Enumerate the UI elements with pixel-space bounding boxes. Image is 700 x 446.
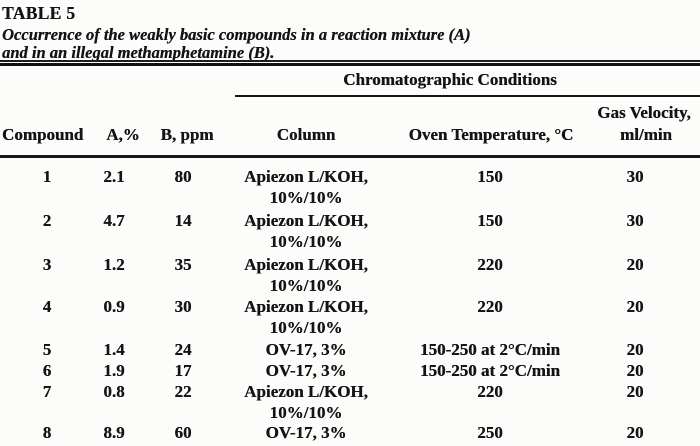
cell-b-ppm: 60: [174, 423, 192, 442]
cell-gas-velocity: 30: [626, 211, 644, 230]
cell-column: Apiezon L/KOH, 10%/10%: [222, 381, 390, 423]
table-row: 5 1.4 24 OV-17, 3% 150-250 at 2°C/min 20: [0, 339, 700, 360]
cell-compound: 3: [42, 255, 52, 274]
cell-gas-velocity: 20: [626, 297, 644, 316]
cell-gas-velocity: 20: [626, 340, 644, 359]
cell-oven-temperature: 220: [477, 382, 503, 401]
column-header-gas-velocity-line1: Gas Velocity,: [597, 103, 691, 122]
cell-oven-temperature: 150: [477, 211, 503, 230]
column-line-1: Apiezon L/KOH,: [244, 211, 368, 230]
cell-column: Apiezon L/KOH, 10%/10%: [222, 210, 390, 252]
table-caption: Occurrence of the weakly basic compounds…: [2, 26, 602, 62]
cell-b-ppm: 35: [174, 255, 192, 274]
caption-line-2: and in an illegal methamphetamine (B).: [2, 43, 275, 62]
cell-compound: 6: [42, 361, 52, 380]
cell-a-percent: 8.9: [103, 423, 125, 442]
cell-a-percent: 1.2: [103, 255, 125, 274]
column-line-1: OV-17, 3%: [265, 361, 347, 380]
cell-compound: 5: [42, 340, 52, 359]
cell-column: Apiezon L/KOH, 10%/10%: [222, 296, 390, 338]
column-line-2: 10%/10%: [269, 232, 343, 251]
cell-compound: 2: [42, 211, 52, 230]
column-header-column: Column: [276, 125, 336, 144]
cell-b-ppm: 17: [174, 361, 192, 380]
cell-column: OV-17, 3%: [222, 339, 390, 360]
cell-compound: 7: [42, 382, 52, 401]
table-row: 7 0.8 22 Apiezon L/KOH, 10%/10% 220 20: [0, 381, 700, 423]
column-line-1: Apiezon L/KOH,: [244, 382, 368, 401]
cell-a-percent: 2.1: [103, 167, 125, 186]
cell-gas-velocity: 20: [626, 382, 644, 401]
spanner-rule: [235, 95, 700, 97]
column-header-a-percent: A,%: [106, 125, 140, 144]
header-rule: [0, 155, 700, 158]
cell-gas-velocity: 20: [626, 361, 644, 380]
cell-b-ppm: 80: [174, 167, 192, 186]
column-header-compound: Compound: [2, 125, 84, 144]
cell-compound: 8: [42, 423, 52, 442]
cell-column: OV-17, 3%: [222, 422, 390, 443]
top-rule: [0, 60, 700, 66]
cell-b-ppm: 24: [174, 340, 192, 359]
cell-b-ppm: 22: [174, 382, 192, 401]
cell-oven-temperature: 150-250 at 2°C/min: [420, 340, 560, 359]
table-row: 8 8.9 60 OV-17, 3% 250 20: [0, 422, 700, 443]
table-row: 3 1.2 35 Apiezon L/KOH, 10%/10% 220 20: [0, 254, 700, 296]
spanner-heading: Chromatographic Conditions: [343, 70, 557, 89]
column-line-1: Apiezon L/KOH,: [244, 167, 368, 186]
cell-compound: 1: [42, 167, 52, 186]
cell-column: Apiezon L/KOH, 10%/10%: [222, 254, 390, 296]
cell-gas-velocity: 20: [626, 255, 644, 274]
column-line-2: 10%/10%: [269, 403, 343, 422]
column-line-2: 10%/10%: [269, 318, 343, 337]
table-row: 4 0.9 30 Apiezon L/KOH, 10%/10% 220 20: [0, 296, 700, 338]
column-header-gas-velocity-line2: ml/min: [620, 125, 672, 144]
column-header-oven-temperature: Oven Temperature, °C: [408, 125, 574, 144]
cell-gas-velocity: 20: [626, 423, 644, 442]
cell-compound: 4: [42, 297, 52, 316]
cell-oven-temperature: 220: [477, 297, 503, 316]
cell-column: OV-17, 3%: [222, 360, 390, 381]
column-line-2: 10%/10%: [269, 188, 343, 207]
table-row: 6 1.9 17 OV-17, 3% 150-250 at 2°C/min 20: [0, 360, 700, 381]
cell-column: Apiezon L/KOH, 10%/10%: [222, 166, 390, 208]
column-header-b-ppm: B, ppm: [160, 125, 214, 144]
table-label: TABLE 5: [2, 3, 76, 23]
cell-b-ppm: 30: [174, 297, 192, 316]
column-line-1: OV-17, 3%: [265, 340, 347, 359]
cell-oven-temperature: 220: [477, 255, 503, 274]
cell-gas-velocity: 30: [626, 167, 644, 186]
cell-oven-temperature: 250: [477, 423, 503, 442]
cell-a-percent: 0.8: [103, 382, 125, 401]
column-line-1: Apiezon L/KOH,: [244, 255, 368, 274]
caption-line-1: Occurrence of the weakly basic compounds…: [2, 25, 471, 44]
cell-b-ppm: 14: [174, 211, 192, 230]
table-row: 2 4.7 14 Apiezon L/KOH, 10%/10% 150 30: [0, 210, 700, 252]
table-row: 1 2.1 80 Apiezon L/KOH, 10%/10% 150 30: [0, 166, 700, 208]
column-line-1: Apiezon L/KOH,: [244, 297, 368, 316]
cell-a-percent: 0.9: [103, 297, 125, 316]
cell-oven-temperature: 150: [477, 167, 503, 186]
cell-oven-temperature: 150-250 at 2°C/min: [420, 361, 560, 380]
column-line-2: 10%/10%: [269, 276, 343, 295]
column-line-1: OV-17, 3%: [265, 423, 347, 442]
cell-a-percent: 4.7: [103, 211, 125, 230]
cell-a-percent: 1.9: [103, 361, 125, 380]
cell-a-percent: 1.4: [103, 340, 125, 359]
